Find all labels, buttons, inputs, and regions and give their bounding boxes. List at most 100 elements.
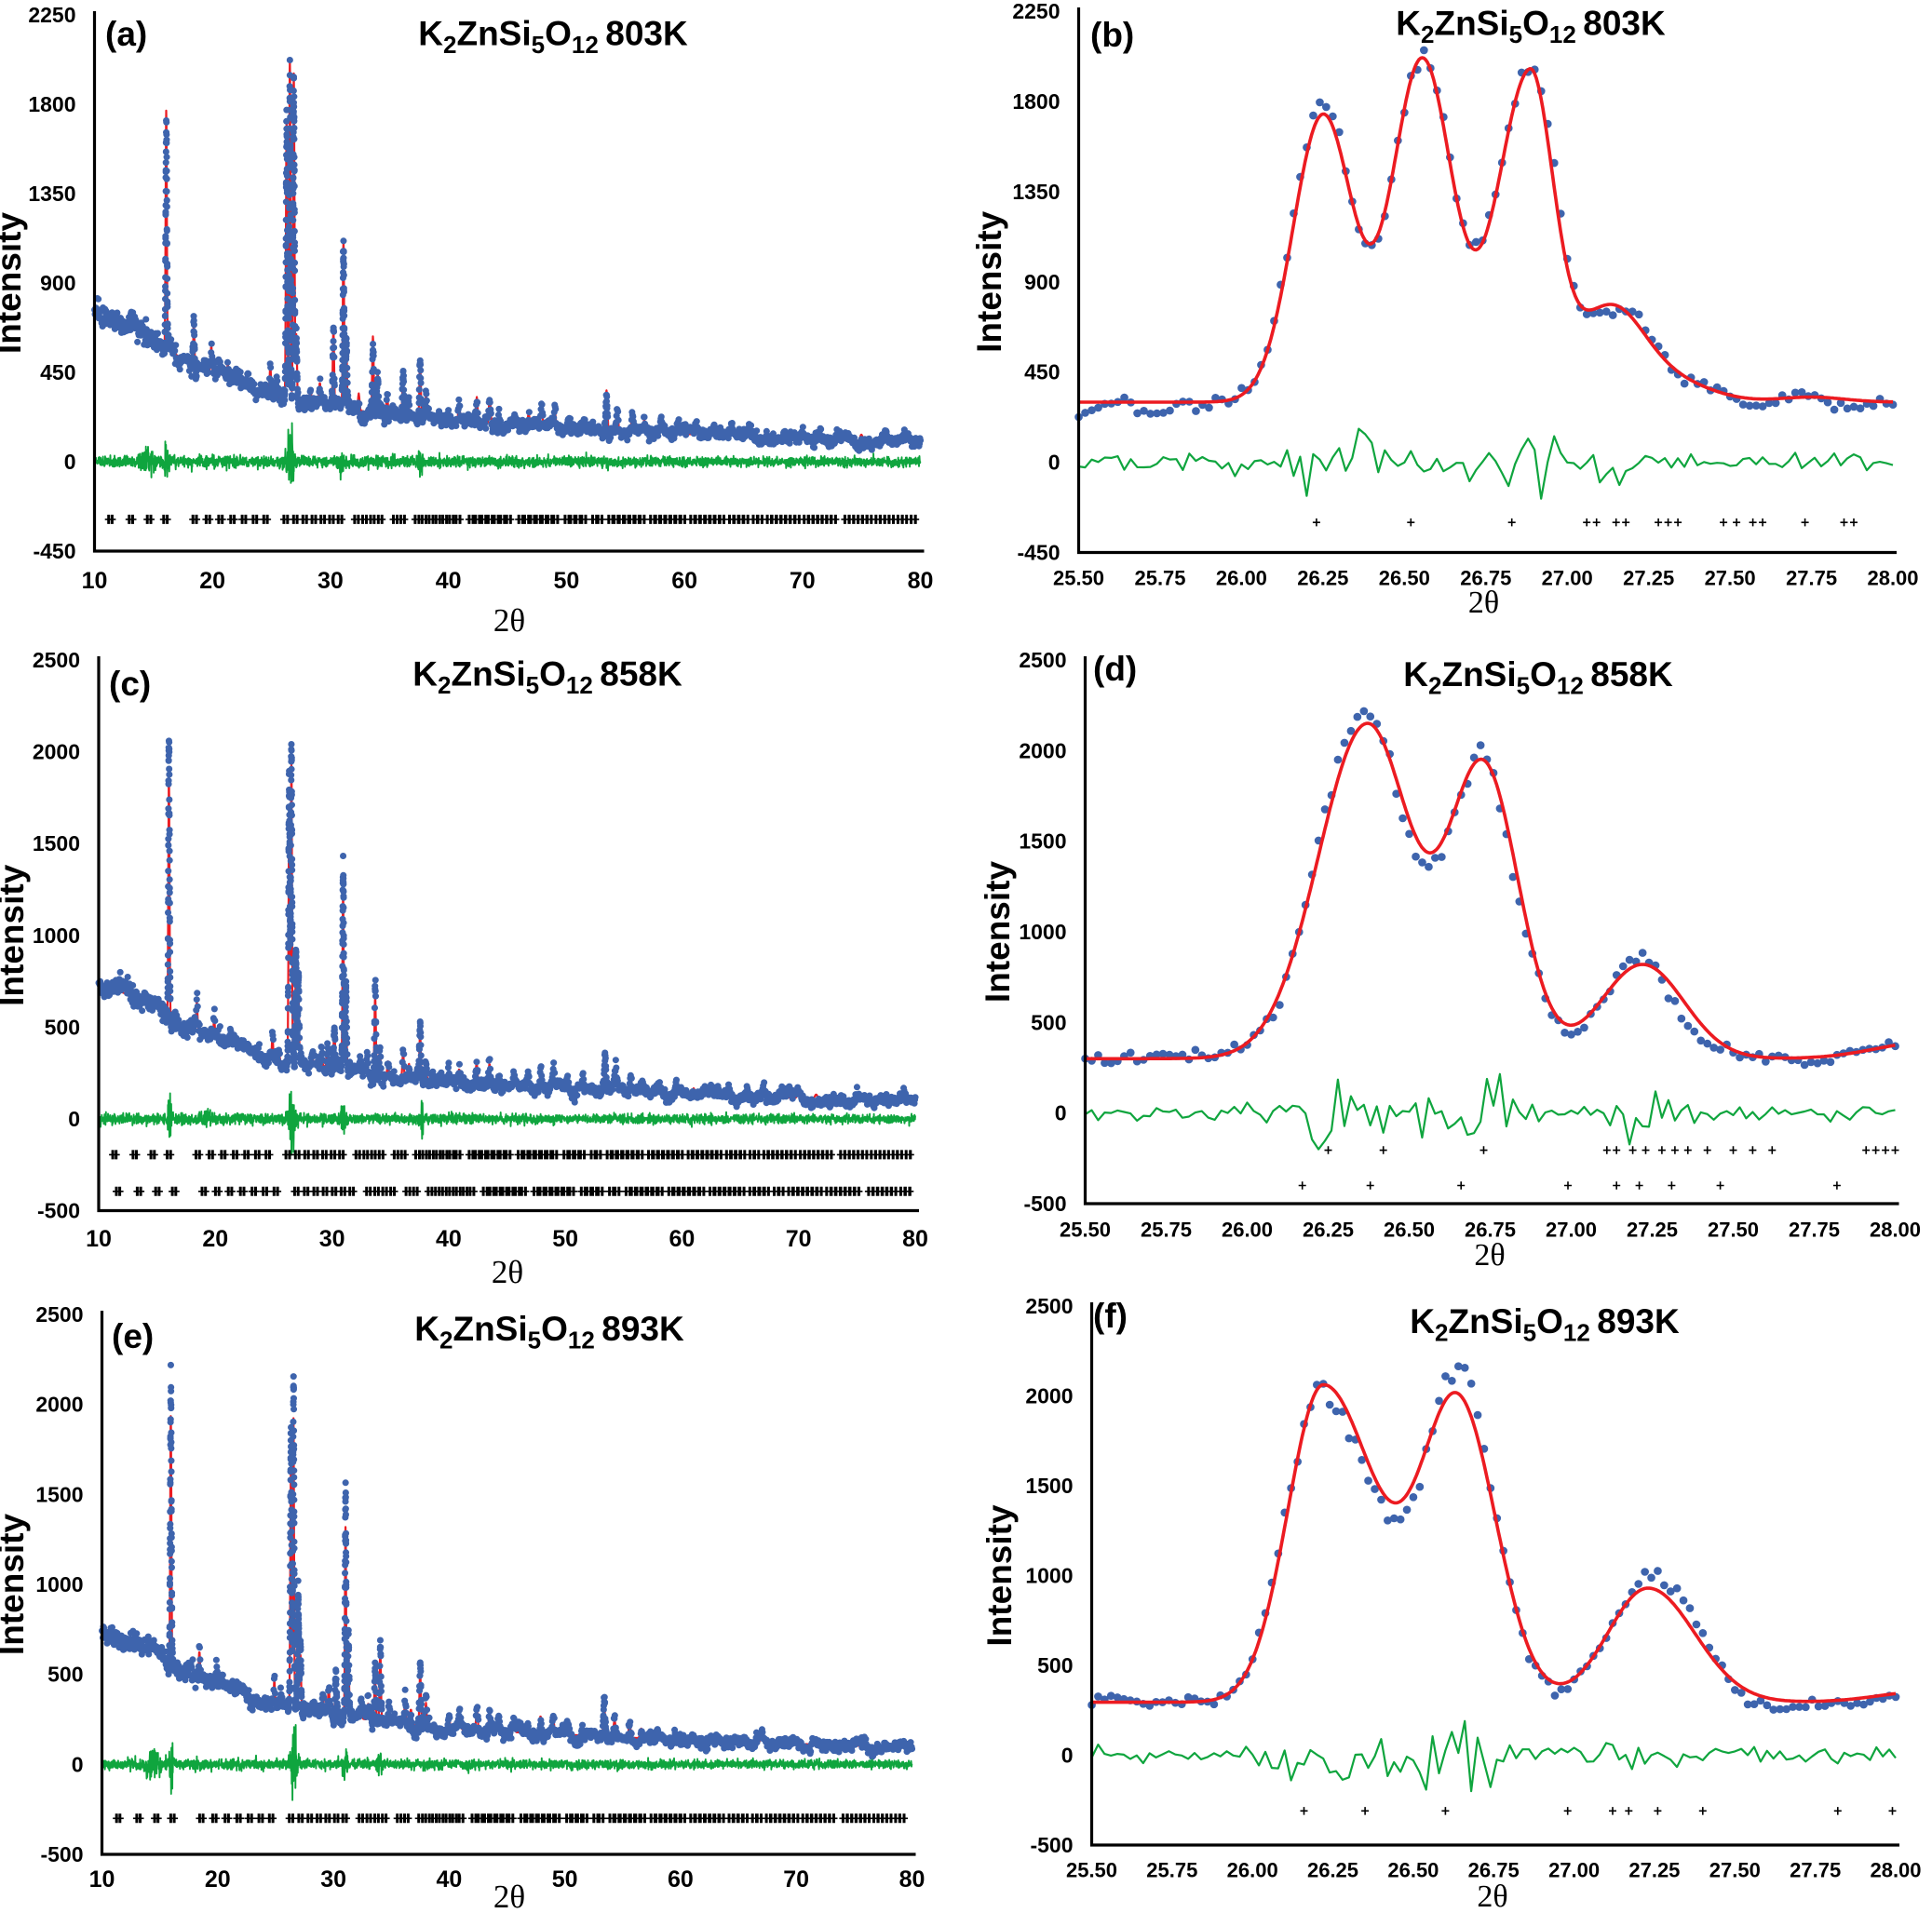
svg-text:26.00: 26.00 [1222,1219,1273,1242]
svg-text:40: 40 [436,568,462,594]
svg-text:80: 80 [902,1226,928,1252]
svg-text:27.00: 27.00 [1548,1859,1600,1882]
svg-text:2250: 2250 [28,3,75,27]
svg-text:0: 0 [68,1107,80,1131]
svg-text:40: 40 [436,1226,462,1252]
svg-text:1000: 1000 [35,1572,83,1596]
svg-text:(b): (b) [1090,16,1134,54]
svg-text:Intensity: Intensity [979,861,1017,1004]
svg-text:0: 0 [1061,1744,1074,1768]
svg-text:26.25: 26.25 [1303,1219,1354,1242]
svg-text:60: 60 [668,1866,694,1893]
svg-text:28.00: 28.00 [1867,567,1918,590]
svg-text:2θ: 2θ [1474,1238,1505,1273]
svg-text:50: 50 [552,1866,578,1893]
svg-text:25.75: 25.75 [1141,1219,1192,1242]
svg-text:26.75: 26.75 [1468,1859,1520,1882]
svg-text:1000: 1000 [1025,1564,1073,1588]
svg-text:500: 500 [1037,1653,1073,1677]
svg-text:0: 0 [1055,1101,1067,1125]
svg-text:26.75: 26.75 [1460,567,1511,590]
svg-text:10: 10 [82,568,108,594]
svg-text:26.25: 26.25 [1297,567,1348,590]
svg-text:0: 0 [72,1752,84,1776]
svg-text:1800: 1800 [1012,89,1060,114]
svg-text:60: 60 [671,568,697,594]
svg-text:-450: -450 [33,539,75,563]
svg-text:27.50: 27.50 [1708,1219,1759,1242]
svg-text:2000: 2000 [35,1393,83,1417]
svg-text:1350: 1350 [1012,180,1060,204]
svg-text:25.50: 25.50 [1053,567,1104,590]
svg-text:50: 50 [553,568,579,594]
svg-text:1500: 1500 [33,831,80,855]
svg-text:2250: 2250 [1012,0,1060,23]
svg-text:27.25: 27.25 [1628,1859,1680,1882]
svg-text:450: 450 [1024,360,1060,384]
svg-text:0: 0 [1048,451,1061,475]
svg-text:2θ: 2θ [493,602,525,639]
svg-text:26.75: 26.75 [1465,1219,1516,1242]
svg-text:10: 10 [89,1866,115,1893]
svg-text:1800: 1800 [28,92,75,116]
svg-text:27.50: 27.50 [1705,567,1756,590]
svg-text:500: 500 [47,1663,83,1687]
svg-text:27.00: 27.00 [1546,1219,1597,1242]
svg-text:70: 70 [786,1226,812,1252]
svg-text:60: 60 [669,1226,695,1252]
svg-text:2500: 2500 [1019,648,1066,672]
svg-text:Intensity: Intensity [0,1514,31,1656]
svg-text:K2ZnSi5O12 858K: K2ZnSi5O12 858K [412,655,682,700]
svg-text:25.50: 25.50 [1060,1219,1111,1242]
svg-text:2000: 2000 [33,740,80,764]
svg-text:K2ZnSi5O12 893K: K2ZnSi5O12 893K [1410,1302,1680,1347]
svg-text:K2ZnSi5O12 858K: K2ZnSi5O12 858K [1403,655,1673,700]
svg-text:27.75: 27.75 [1789,1219,1840,1242]
svg-text:2θ: 2θ [492,1254,523,1290]
svg-text:27.75: 27.75 [1786,567,1837,590]
svg-text:2θ: 2θ [1468,586,1499,620]
svg-text:20: 20 [199,568,225,594]
svg-text:(d): (d) [1093,650,1137,688]
svg-text:K2ZnSi5O12 893K: K2ZnSi5O12 893K [414,1310,684,1354]
svg-text:2500: 2500 [35,1302,83,1327]
svg-text:27.50: 27.50 [1709,1859,1761,1882]
svg-text:28.00: 28.00 [1870,1219,1921,1242]
svg-text:Intensity: Intensity [0,212,28,355]
svg-text:1500: 1500 [35,1482,83,1506]
svg-text:80: 80 [899,1866,925,1893]
svg-text:70: 70 [790,568,816,594]
svg-text:2000: 2000 [1019,738,1066,762]
svg-text:2500: 2500 [1025,1294,1073,1318]
svg-text:26.00: 26.00 [1216,567,1267,590]
svg-text:(f): (f) [1093,1297,1128,1335]
svg-text:-500: -500 [1030,1833,1073,1857]
svg-text:26.50: 26.50 [1384,1219,1435,1242]
svg-text:2500: 2500 [33,648,80,672]
svg-text:28.00: 28.00 [1870,1859,1921,1882]
svg-text:-500: -500 [37,1199,80,1223]
svg-text:26.50: 26.50 [1387,1859,1439,1882]
svg-text:25.50: 25.50 [1066,1859,1117,1882]
svg-text:10: 10 [86,1226,112,1252]
svg-text:27.25: 27.25 [1627,1219,1678,1242]
svg-text:2θ: 2θ [1477,1879,1507,1908]
svg-text:1000: 1000 [33,923,80,948]
svg-text:1500: 1500 [1025,1474,1073,1498]
svg-text:20: 20 [205,1866,231,1893]
svg-text:30: 30 [317,568,344,594]
svg-text:Intensity: Intensity [0,864,31,1006]
svg-text:80: 80 [908,568,934,594]
svg-text:25.75: 25.75 [1146,1859,1197,1882]
svg-text:30: 30 [319,1226,345,1252]
svg-text:-450: -450 [1017,541,1060,565]
svg-text:26.50: 26.50 [1379,567,1430,590]
svg-text:1350: 1350 [28,182,75,206]
svg-text:500: 500 [1031,1010,1066,1034]
svg-text:-500: -500 [1023,1192,1066,1216]
svg-text:1000: 1000 [1019,920,1066,944]
svg-text:-500: -500 [40,1842,83,1866]
svg-text:70: 70 [783,1866,809,1893]
svg-text:27.25: 27.25 [1623,567,1674,590]
svg-text:0: 0 [64,450,76,474]
